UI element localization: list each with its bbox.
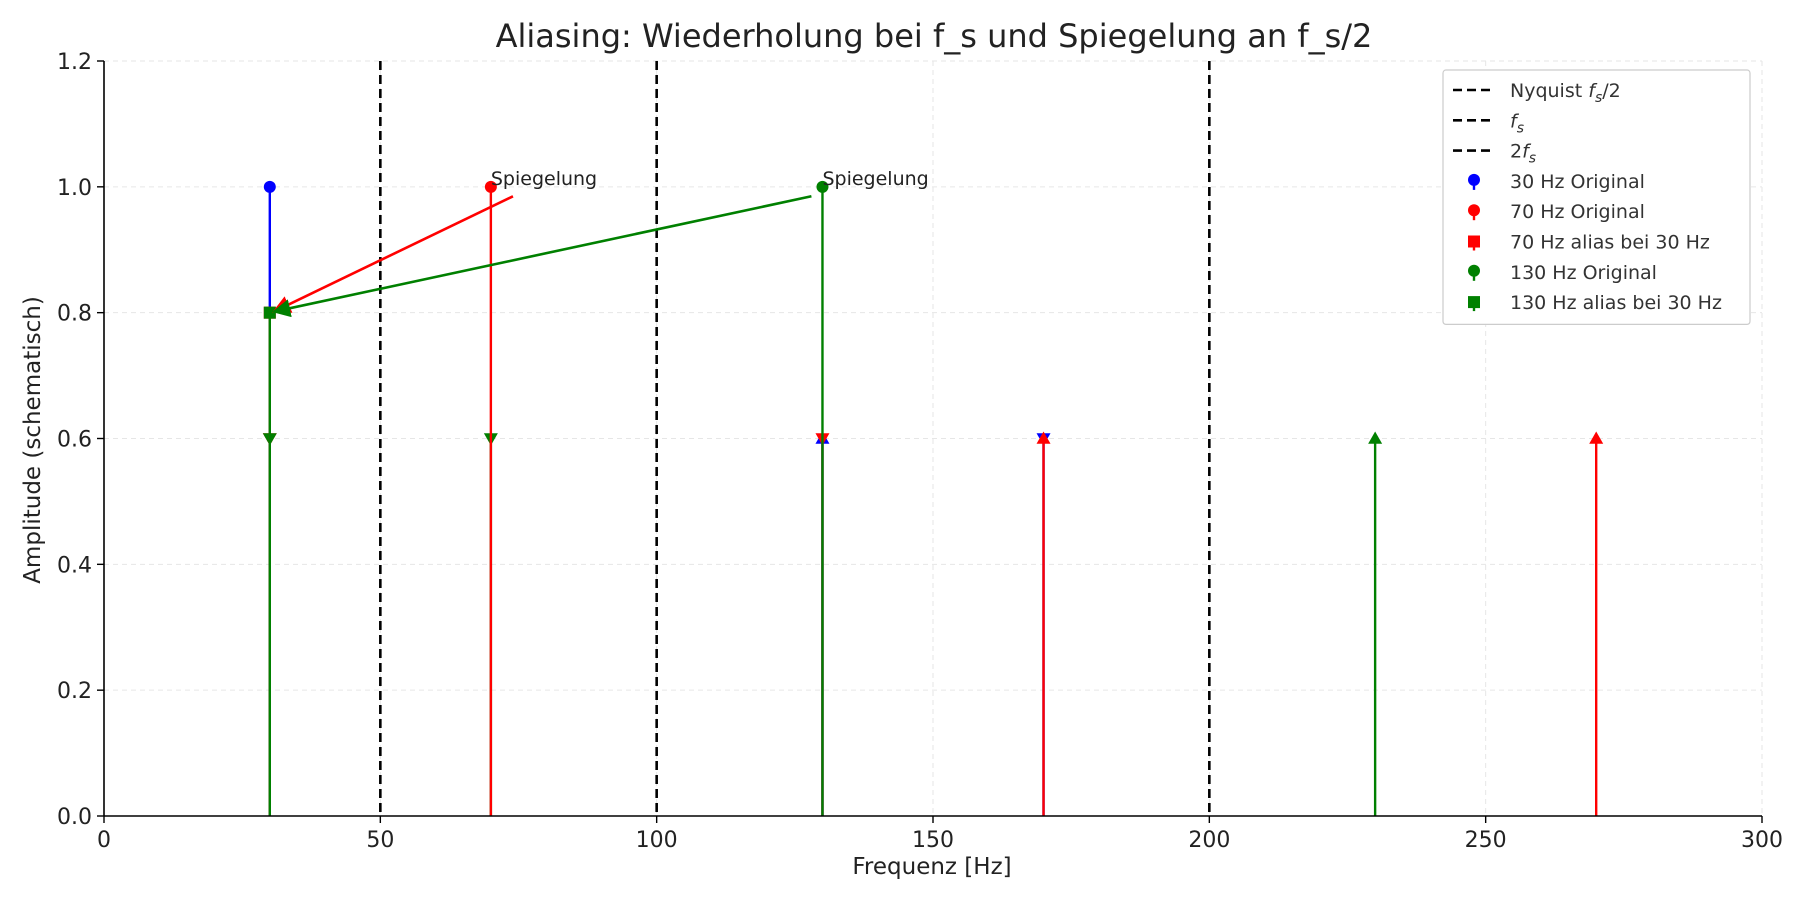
image-stem-marker xyxy=(1368,431,1383,444)
legend-label: Nyquist fs/2 xyxy=(1510,80,1621,106)
legend-label: 70 Hz Original xyxy=(1510,201,1645,223)
annotations: Spiegelung Spiegelung xyxy=(272,168,929,318)
legend-swatch-marker xyxy=(1468,296,1480,309)
legend-swatch-marker xyxy=(1468,204,1480,217)
axes: 0 50 100 150 200 250 300 0.0 0.2 0.4 0.6 0.8 1.0 1.2 xyxy=(57,50,1783,853)
y-tick-label: 1.2 xyxy=(57,50,92,75)
series-marker xyxy=(816,180,829,193)
x-tick-label: 150 xyxy=(912,828,954,853)
legend-swatch-marker xyxy=(1468,264,1480,277)
legend-label: 30 Hz Original xyxy=(1510,171,1645,193)
y-tick-label: 1.0 xyxy=(57,176,92,201)
legend-label: 2fs xyxy=(1510,141,1536,167)
annotation-arrow xyxy=(272,195,514,313)
series-marker xyxy=(484,180,497,193)
annotation-label: Spiegelung xyxy=(491,168,597,190)
legend-label: 130 Hz alias bei 30 Hz xyxy=(1510,292,1722,314)
x-tick-label: 50 xyxy=(366,828,394,853)
y-tick-label: 0.2 xyxy=(57,679,92,704)
legend-label: 130 Hz Original xyxy=(1510,262,1657,284)
y-tick-label: 0.0 xyxy=(57,805,92,830)
x-tick-label: 100 xyxy=(636,828,678,853)
annotation-label: Spiegelung xyxy=(822,168,928,190)
x-tick-label: 200 xyxy=(1188,828,1230,853)
x-axis-label: Frequenz [Hz] xyxy=(852,854,1011,880)
y-tick-label: 0.6 xyxy=(57,428,92,453)
legend-swatch-marker xyxy=(1468,235,1480,248)
annotation-arrow xyxy=(272,194,812,318)
legend-swatch-marker xyxy=(1468,173,1480,186)
legend: Nyquist fs/2 fs 2fs 30 Hz Original 70 Hz Ori… xyxy=(1442,69,1751,325)
legend-label: 70 Hz alias bei 30 Hz xyxy=(1510,232,1710,254)
y-tick-label: 0.8 xyxy=(57,302,92,327)
legend-label: fs xyxy=(1510,110,1524,136)
chart-title: Aliasing: Wiederholung bei f_s und Spieg… xyxy=(496,17,1373,55)
legend-box xyxy=(1442,69,1751,325)
y-tick-label: 0.4 xyxy=(57,553,92,578)
image-stem-marker xyxy=(1589,431,1604,444)
x-tick-label: 250 xyxy=(1465,828,1507,853)
stems xyxy=(262,180,1604,816)
x-tick-label: 0 xyxy=(97,828,111,853)
x-tick-label: 300 xyxy=(1741,828,1783,853)
series-marker xyxy=(263,306,276,319)
y-axis-label: Amplitude (schematisch) xyxy=(20,296,46,584)
image-stem-marker xyxy=(1036,431,1051,444)
series-marker xyxy=(263,180,276,193)
